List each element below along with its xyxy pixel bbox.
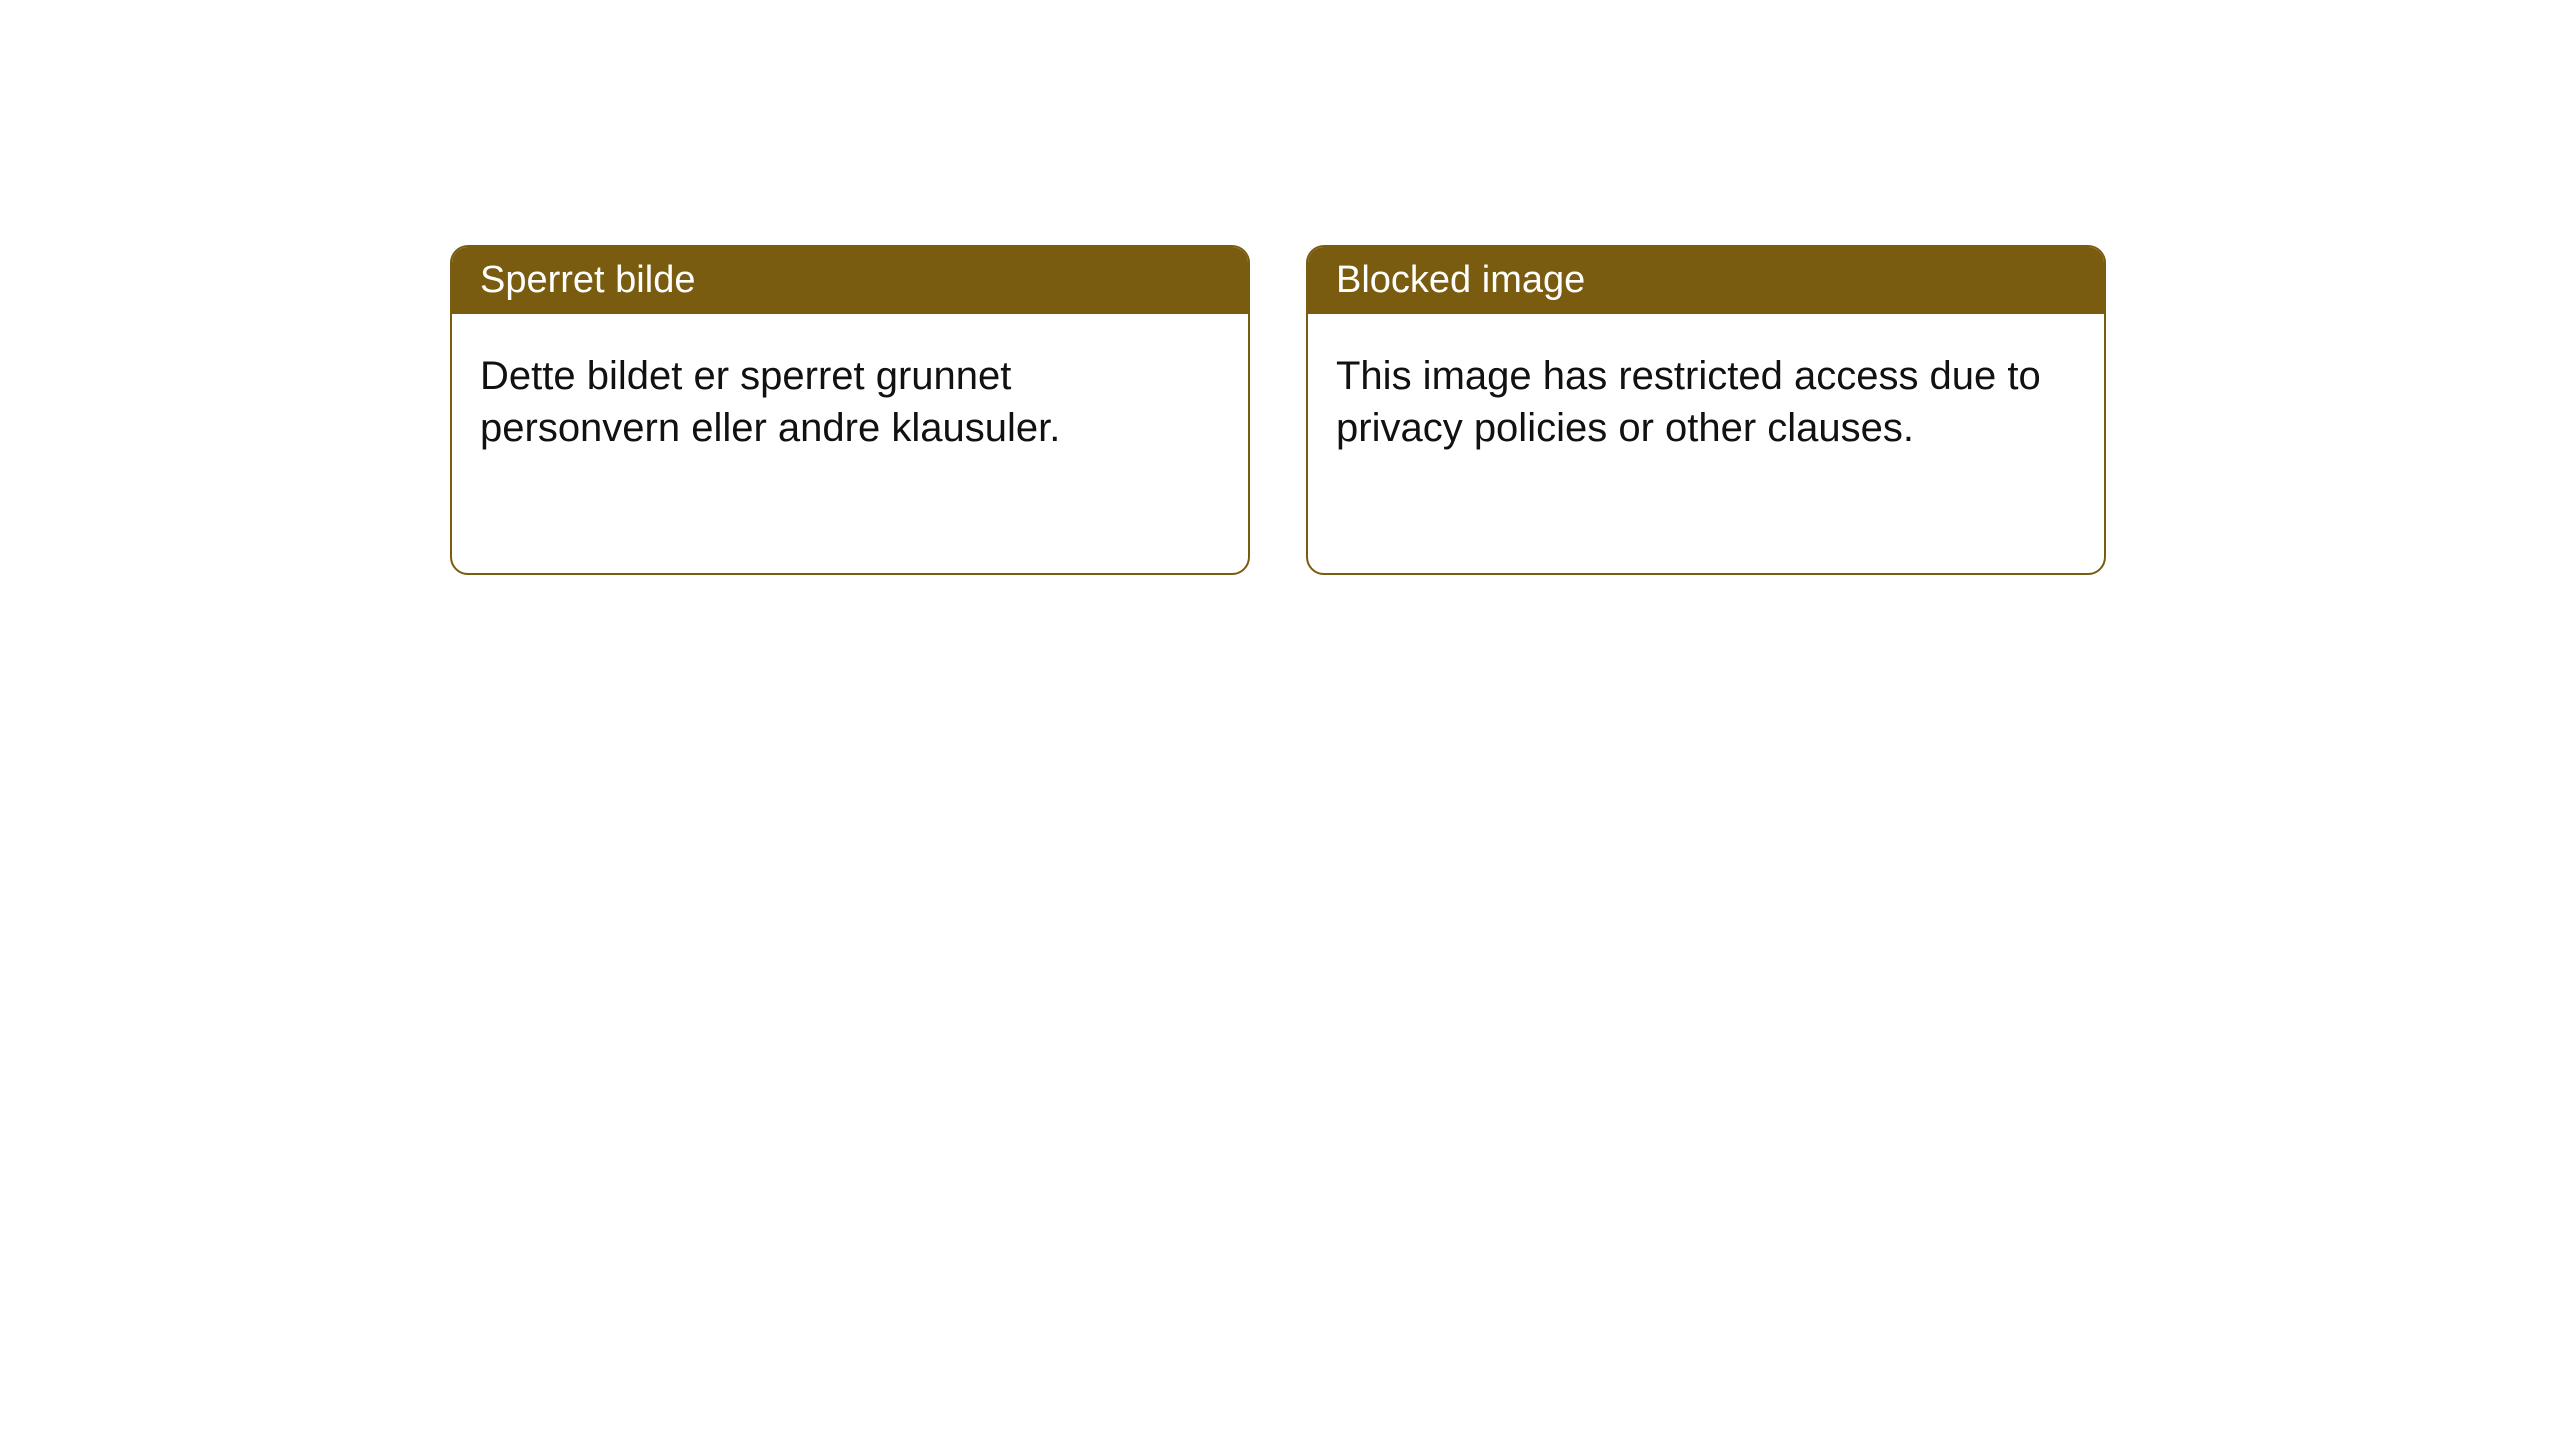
card-container: Sperret bilde Dette bildet er sperret gr… [0, 0, 2560, 575]
blocked-image-card-no: Sperret bilde Dette bildet er sperret gr… [450, 245, 1250, 575]
card-title: Blocked image [1336, 259, 1585, 301]
card-body: This image has restricted access due to … [1308, 314, 2104, 490]
card-header: Sperret bilde [452, 247, 1248, 314]
card-message: Dette bildet er sperret grunnet personve… [480, 354, 1060, 450]
blocked-image-card-en: Blocked image This image has restricted … [1306, 245, 2106, 575]
card-title: Sperret bilde [480, 259, 695, 301]
card-header: Blocked image [1308, 247, 2104, 314]
card-message: This image has restricted access due to … [1336, 354, 2041, 450]
card-body: Dette bildet er sperret grunnet personve… [452, 314, 1248, 490]
